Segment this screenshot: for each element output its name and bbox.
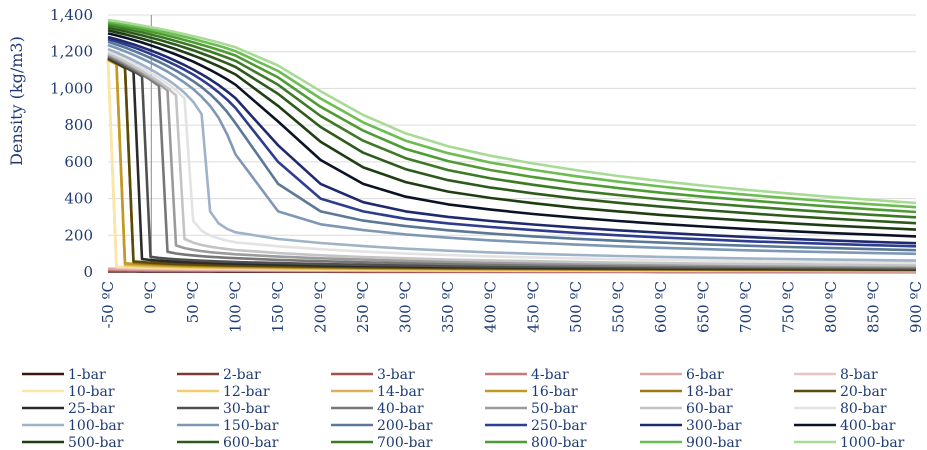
legend-label: 900-bar bbox=[686, 435, 742, 450]
x-tick-label: 200 ºC bbox=[312, 281, 330, 333]
series-line-100-bar bbox=[107, 47, 917, 262]
series-line-30-bar bbox=[107, 56, 917, 270]
series-line-250-bar bbox=[107, 37, 917, 248]
legend-label: 200-bar bbox=[377, 418, 433, 434]
x-tick-label: 0 ºC bbox=[142, 281, 160, 314]
legend-label: 100-bar bbox=[68, 418, 124, 434]
x-tick-label: 700 ºC bbox=[737, 281, 755, 333]
x-tick-label: 250 ºC bbox=[354, 281, 372, 333]
legend-label: 18-bar bbox=[686, 384, 733, 400]
legend-label: 40-bar bbox=[377, 401, 424, 417]
legend-label: 60-bar bbox=[686, 401, 733, 417]
x-tick-label: 850 ºC bbox=[864, 281, 882, 333]
x-tick-label: 100 ºC bbox=[227, 281, 245, 333]
legend-label: 30-bar bbox=[223, 401, 270, 417]
series-line-150-bar bbox=[107, 43, 917, 256]
series-line-600-bar bbox=[107, 26, 917, 225]
y-tick-label: 400 bbox=[64, 190, 93, 208]
legend-label: 150-bar bbox=[223, 418, 279, 434]
legend-label: 600-bar bbox=[223, 435, 279, 450]
y-tick-label: 800 bbox=[64, 116, 93, 134]
y-axis-ticks: 0 200 400 600 800 1,000 1,200 1,400 bbox=[50, 6, 93, 281]
y-tick-label: 0 bbox=[83, 263, 93, 281]
y-tick-label: 200 bbox=[64, 226, 93, 244]
series-line-1000-bar bbox=[107, 18, 917, 205]
legend-label: 400-bar bbox=[840, 418, 896, 434]
x-tick-label: 350 ºC bbox=[439, 281, 457, 333]
legend-label: 25-bar bbox=[68, 401, 115, 417]
x-tick-label: 550 ºC bbox=[609, 281, 627, 333]
x-tick-label: 650 ºC bbox=[694, 281, 712, 333]
x-tick-label: 50 ºC bbox=[184, 281, 202, 323]
legend-label: 700-bar bbox=[377, 435, 433, 450]
legend-label: 1000-bar bbox=[840, 435, 905, 450]
series-line-60-bar bbox=[107, 52, 917, 267]
series-line-200-bar bbox=[107, 40, 917, 252]
legend-label: 1-bar bbox=[68, 367, 106, 383]
legend-label: 2-bar bbox=[223, 367, 261, 383]
y-tick-label: 1,400 bbox=[50, 6, 93, 24]
legend-label: 16-bar bbox=[531, 384, 578, 400]
series-line-500-bar bbox=[107, 29, 917, 231]
x-tick-label: -50 ºC bbox=[99, 281, 117, 328]
legend-label: 6-bar bbox=[686, 367, 724, 383]
legend-label: 300-bar bbox=[686, 418, 742, 434]
series-line-300-bar bbox=[107, 35, 917, 245]
series-line-40-bar bbox=[107, 54, 917, 269]
legend-label: 10-bar bbox=[68, 384, 115, 400]
legend-label: 4-bar bbox=[531, 367, 569, 383]
legend-label: 14-bar bbox=[377, 384, 424, 400]
x-axis-ticks: -50 ºC 0 ºC 50 ºC 100 ºC 150 ºC 200 ºC 250 ºC 3… bbox=[99, 281, 925, 333]
legend-label: 800-bar bbox=[531, 435, 587, 450]
legend-label: 500-bar bbox=[68, 435, 124, 450]
x-tick-label: 400 ºC bbox=[482, 281, 500, 333]
legend: 1-bar 2-bar 3-bar 4-bar 6-bar 8-bar 10-bar 12-b… bbox=[22, 367, 905, 450]
legend-label: 50-bar bbox=[531, 401, 578, 417]
x-tick-label: 450 ºC bbox=[524, 281, 542, 333]
x-tick-label: 750 ºC bbox=[779, 281, 797, 333]
series-lines bbox=[106, 18, 917, 274]
series-line-900-bar bbox=[107, 20, 917, 209]
y-tick-label: 600 bbox=[64, 153, 93, 171]
y-axis-label: Density (kg/m3) bbox=[7, 36, 26, 166]
x-tick-label: 500 ºC bbox=[567, 281, 585, 333]
legend-label: 12-bar bbox=[223, 384, 270, 400]
legend-label: 20-bar bbox=[840, 384, 887, 400]
legend-label: 8-bar bbox=[840, 367, 878, 383]
series-line-25-bar bbox=[107, 56, 917, 271]
y-tick-label: 1,200 bbox=[50, 43, 93, 61]
legend-label: 250-bar bbox=[531, 418, 587, 434]
x-tick-label: 800 ºC bbox=[822, 281, 840, 333]
series-line-50-bar bbox=[107, 53, 917, 268]
y-tick-label: 1,000 bbox=[50, 79, 93, 97]
series-line-80-bar bbox=[107, 49, 917, 265]
series-line-700-bar bbox=[107, 24, 917, 219]
series-line-800-bar bbox=[107, 22, 917, 214]
x-tick-label: 300 ºC bbox=[397, 281, 415, 333]
legend-label: 80-bar bbox=[840, 401, 887, 417]
series-line-400-bar bbox=[107, 32, 917, 238]
x-tick-label: 150 ºC bbox=[269, 281, 287, 333]
legend-label: 3-bar bbox=[377, 367, 415, 383]
x-tick-label: 900 ºC bbox=[907, 281, 925, 333]
x-tick-label: 600 ºC bbox=[652, 281, 670, 333]
